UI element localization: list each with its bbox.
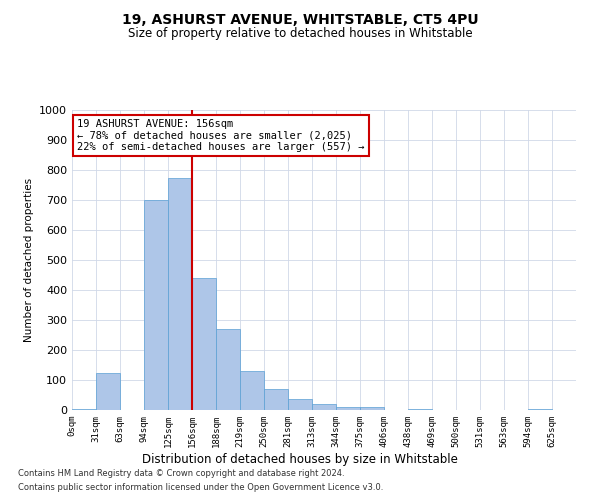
Text: Distribution of detached houses by size in Whitstable: Distribution of detached houses by size … <box>142 452 458 466</box>
Bar <box>240 371 264 410</box>
Text: Size of property relative to detached houses in Whitstable: Size of property relative to detached ho… <box>128 28 472 40</box>
Bar <box>408 408 432 410</box>
Bar <box>144 200 168 410</box>
Bar <box>216 329 240 410</box>
Bar <box>336 407 360 410</box>
Bar <box>288 399 312 410</box>
Bar <box>264 389 288 410</box>
Y-axis label: Number of detached properties: Number of detached properties <box>23 178 34 342</box>
Text: Contains public sector information licensed under the Open Government Licence v3: Contains public sector information licen… <box>18 484 383 492</box>
Bar <box>96 372 120 410</box>
Text: 19, ASHURST AVENUE, WHITSTABLE, CT5 4PU: 19, ASHURST AVENUE, WHITSTABLE, CT5 4PU <box>122 12 478 26</box>
Bar <box>72 408 96 410</box>
Bar <box>528 408 552 410</box>
Bar <box>168 178 192 410</box>
Bar <box>360 407 384 410</box>
Text: Contains HM Land Registry data © Crown copyright and database right 2024.: Contains HM Land Registry data © Crown c… <box>18 468 344 477</box>
Text: 19 ASHURST AVENUE: 156sqm
← 78% of detached houses are smaller (2,025)
22% of se: 19 ASHURST AVENUE: 156sqm ← 78% of detac… <box>77 119 365 152</box>
Bar <box>312 404 336 410</box>
Bar <box>192 278 216 410</box>
